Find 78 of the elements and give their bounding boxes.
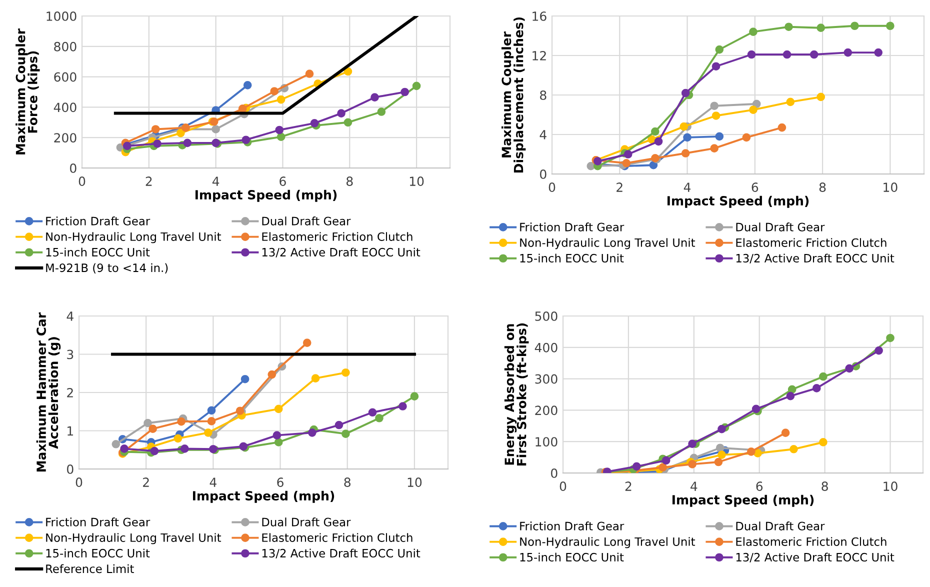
- legend-label: Non-Hydraulic Long Travel Unit: [46, 533, 222, 544]
- legend-label: 15-inch EOCC Unit: [520, 552, 624, 562]
- y-tick-label: 1: [68, 426, 73, 436]
- y-tick-label: 0: [540, 169, 546, 179]
- y-tick-label: 3: [67, 350, 74, 360]
- x-tick-label: 4: [684, 182, 691, 192]
- x-tick-label: 2: [625, 482, 632, 491]
- x-tick-label: 2: [616, 182, 622, 192]
- x-tick-label: 6: [280, 176, 286, 186]
- x-tick-label: 6: [752, 182, 758, 192]
- x-tick-label: 6: [756, 482, 763, 492]
- y-tick-label: 200: [54, 133, 76, 143]
- legend-label: Dual Draft Gear: [736, 522, 825, 530]
- x-axis-title: Impact Speed (mph): [193, 490, 334, 503]
- legend-label: Reference Limit: [46, 564, 134, 574]
- legend-label: Dual Draft Gear: [736, 222, 825, 232]
- legend-label: Non-Hydraulic Long Travel Unit: [520, 238, 696, 250]
- y-tick-label: 100: [536, 437, 558, 447]
- x-axis-title: Impact Speed (mph): [672, 494, 814, 507]
- legend-label: Friction Draft Gear: [46, 216, 150, 226]
- y-tick-label: 800: [54, 42, 76, 52]
- legend-label: Friction Draft Gear: [520, 522, 624, 530]
- y-tick-label: 500: [535, 311, 558, 321]
- y-axis-title: Maximum Coupler Displacement (inches): [501, 17, 526, 172]
- x-tick-label: 2: [146, 176, 152, 186]
- x-tick-label: 8: [346, 176, 353, 186]
- legend-label: 15-inch EOCC Unit: [46, 248, 150, 257]
- y-tick-label: 300: [535, 374, 558, 384]
- y-tick-label: 8: [540, 90, 546, 100]
- legend-label: Dual Draft Gear: [262, 216, 351, 226]
- x-tick-label: 2: [143, 478, 149, 487]
- y-tick-label: 400: [534, 342, 558, 352]
- x-tick-label: 4: [690, 482, 698, 491]
- legend-label: 13/2 Active Draft EOCC Unit: [736, 552, 894, 562]
- legend-label: 15-inch EOCC Unit: [46, 548, 150, 558]
- y-tick-label: 0: [67, 464, 74, 474]
- x-tick-label: 0: [560, 482, 566, 492]
- legend-label: Elastomeric Friction Clutch: [262, 533, 412, 542]
- legend-label: Non-Hydraulic Long Travel Unit: [46, 232, 222, 244]
- y-axis-title: Energy Absorbed on First Stroke (ft-kips): [504, 323, 529, 466]
- x-tick-label: 10: [884, 182, 898, 192]
- x-tick-label: 6: [277, 478, 284, 488]
- legend-label: M-921B (9 to <14 in.): [46, 263, 168, 274]
- y-tick-label: 200: [535, 406, 558, 416]
- legend-label: 13/2 Active Draft EOCC Unit: [736, 254, 894, 264]
- legend-label: 15-inch EOCC Unit: [520, 254, 624, 263]
- legend-label: Friction Draft Gear: [46, 518, 150, 526]
- legend-label: 13/2 Active Draft EOCC Unit: [262, 248, 420, 258]
- legend-label: 13/2 Active Draft EOCC Unit: [262, 548, 420, 558]
- legend-label: Elastomeric Friction Clutch: [736, 238, 886, 247]
- y-axis-title: Maximum Coupler Force (kips): [16, 28, 40, 154]
- x-tick-label: 10: [408, 478, 422, 488]
- legend-label: Non-Hydraulic Long Travel Unit: [520, 537, 696, 548]
- y-tick-label: 2: [67, 388, 73, 398]
- x-tick-label: 10: [884, 482, 898, 492]
- x-axis-title: Impact Speed (mph): [668, 196, 809, 208]
- x-tick-label: 4: [212, 176, 220, 186]
- legend-label: Elastomeric Friction Clutch: [736, 537, 886, 546]
- y-tick-label: 4: [540, 130, 546, 140]
- y-tick-label: 16: [532, 11, 546, 21]
- y-axis-title: Maximum Hammer Car Acceleration (g): [36, 312, 61, 472]
- x-tick-label: 0: [78, 176, 86, 186]
- x-tick-label: 8: [819, 182, 826, 192]
- x-axis-title: Impact Speed (mph): [196, 190, 337, 202]
- x-tick-label: 4: [210, 478, 216, 487]
- x-tick-label: 10: [410, 176, 424, 186]
- legend-label: Friction Draft Gear: [520, 222, 624, 232]
- legend-label: Dual Draft Gear: [262, 518, 351, 526]
- y-tick-label: 400: [54, 102, 76, 112]
- y-tick-label: 4: [66, 312, 74, 321]
- x-tick-label: 8: [344, 478, 350, 488]
- y-tick-label: 0: [551, 468, 558, 478]
- y-tick-label: 1000: [46, 11, 76, 21]
- y-tick-label: 0: [70, 163, 76, 173]
- x-tick-label: 8: [822, 482, 828, 492]
- y-tick-label: 12: [532, 50, 546, 60]
- y-tick-label: 600: [54, 72, 76, 82]
- legend-label: Elastomeric Friction Clutch: [262, 232, 412, 241]
